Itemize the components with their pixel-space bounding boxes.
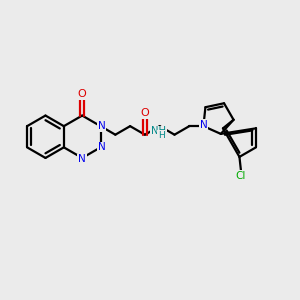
Text: H: H <box>158 131 165 140</box>
Text: N: N <box>78 154 86 164</box>
Text: N: N <box>98 142 106 152</box>
Text: N: N <box>200 120 207 130</box>
Text: O: O <box>140 109 149 118</box>
Text: Cl: Cl <box>236 171 246 181</box>
Text: N: N <box>98 121 106 131</box>
Text: NH: NH <box>151 126 166 136</box>
Text: O: O <box>78 89 87 99</box>
